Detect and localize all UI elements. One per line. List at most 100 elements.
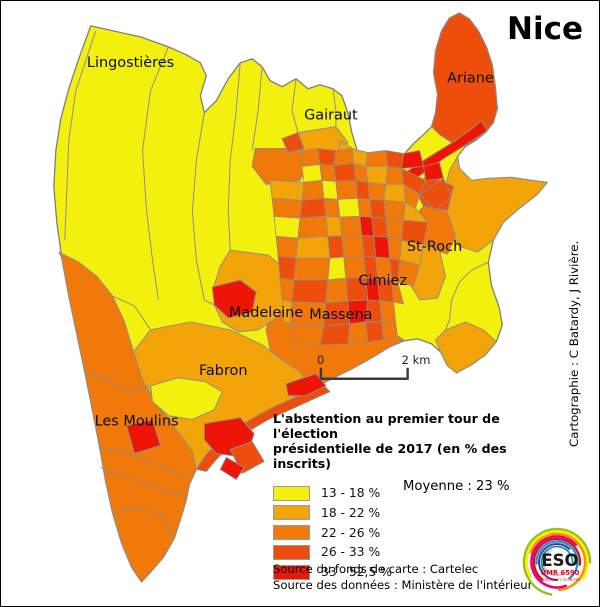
eso-logo-swirl — [522, 527, 592, 597]
carras-red — [285, 373, 327, 397]
iris-cell — [397, 259, 420, 287]
moulins-red-1 — [126, 419, 161, 454]
mean-value: Moyenne : 23 % — [403, 479, 510, 494]
iris-cell — [419, 178, 452, 211]
boundary-line — [445, 261, 489, 331]
iris-cell — [383, 183, 407, 203]
map-label-madeleine: Madeleine — [229, 305, 303, 321]
iris-cell — [273, 215, 301, 239]
legend-swatch-33-52 — [273, 564, 310, 580]
boundary-line — [112, 295, 151, 331]
iris-cell — [325, 277, 349, 304]
iris-cell — [365, 150, 389, 167]
page-title: Nice — [507, 11, 583, 47]
iris-cell — [279, 277, 295, 303]
iris-cell — [295, 235, 331, 259]
iris-cell — [321, 180, 339, 200]
legend-item: 22 - 26 % — [273, 523, 511, 543]
iris-cell — [275, 235, 299, 259]
region-southwest — [58, 251, 197, 583]
iris-cell — [391, 279, 405, 305]
boundary-line — [64, 30, 97, 241]
iris-cell — [299, 148, 321, 167]
iris-cell — [301, 180, 325, 201]
iris-cell — [325, 215, 343, 237]
iris-cell — [297, 215, 329, 239]
iris-cell — [293, 257, 331, 281]
legend-title-line2: présidentielle de 2017 (en % des inscrit… — [273, 441, 507, 472]
boundary-line — [291, 78, 299, 133]
legend-rows: 13 - 18 % 18 - 22 % 22 - 26 % 26 - 33 % … — [273, 483, 511, 581]
legend-swatch-18-22 — [273, 505, 310, 521]
boundary-line — [84, 371, 151, 393]
iris-cell — [337, 197, 361, 218]
iris-cell — [317, 148, 337, 166]
region-gairaut-spot — [281, 132, 305, 154]
legend-swatch-22-26 — [273, 525, 310, 541]
iris-cell — [299, 197, 327, 219]
map-label-st-roch: St-Roch — [407, 239, 462, 255]
sources: Source du fonds de carte : Cartelec Sour… — [273, 562, 532, 593]
region-ariane — [431, 12, 498, 148]
iris-cell — [335, 180, 359, 200]
boundary-line — [100, 466, 187, 498]
legend-swatch-13-18 — [273, 485, 310, 501]
legend-label: 13 - 18 % — [321, 486, 381, 501]
iris-cell — [383, 199, 407, 221]
map-label-fabron: Fabron — [199, 363, 248, 379]
eso-logo-text: ESO UMR 6590 ESPACES ET SOCIÉTÉS — [540, 551, 581, 582]
iris-cell — [385, 166, 405, 185]
region-ferber-yellow — [150, 377, 223, 421]
boundary-line — [227, 62, 241, 251]
map-label-lingostieres: Lingostières — [87, 55, 174, 71]
iris-cell — [339, 215, 363, 237]
legend-item: 18 - 22 % — [273, 503, 511, 523]
eso-logo: ESO UMR 6590 ESPACES ET SOCIÉTÉS — [522, 527, 592, 597]
legend-title-line1: L'abstention au premier tour de l'électi… — [273, 411, 500, 442]
iris-cell — [381, 321, 399, 341]
scale-bar-start: 0 — [317, 353, 324, 367]
iris-cell — [347, 321, 369, 345]
cartography-credit: Cartographie : C Batardy, J Rivière. — [567, 240, 581, 447]
boundary-line — [142, 46, 169, 301]
iris-mosaic — [269, 148, 452, 346]
iris-cell — [323, 197, 341, 218]
map-label-cimiez: Cimiez — [358, 273, 407, 289]
iris-cell — [319, 323, 351, 346]
eso-logo-unit: UMR 6590 — [541, 569, 580, 577]
iris-cell — [367, 182, 387, 201]
iris-cell — [289, 323, 325, 346]
legend-title: L'abstention au premier tour de l'électi… — [273, 411, 511, 471]
map-labels: Lingostières Gairaut Ariane St-Roch Cimi… — [87, 55, 494, 430]
legend-item: 33 - 52,5 % — [273, 562, 511, 582]
legend-label: 18 - 22 % — [321, 505, 381, 520]
iris-cell — [269, 180, 305, 201]
legend-item: 26 - 33 % — [273, 543, 511, 563]
iris-cell — [327, 235, 345, 259]
region-southeast-tip — [435, 321, 497, 374]
iris-cell — [319, 164, 337, 182]
map-label-ariane: Ariane — [447, 71, 494, 87]
legend-label: 26 - 33 % — [321, 545, 381, 560]
scale-bar: 0 2 km — [317, 353, 430, 380]
coast-red-sliver — [219, 456, 245, 480]
boundary-line — [99, 447, 187, 478]
iris-cell — [327, 256, 347, 281]
iris-cell — [291, 279, 329, 304]
source-data: Source des données : Ministère de l'inté… — [273, 577, 533, 592]
iris-cell — [387, 236, 403, 261]
map-label-gairaut: Gairaut — [304, 108, 358, 124]
boundary-line — [112, 506, 175, 539]
iris-cell — [401, 150, 424, 169]
eso-logo-subtitle: ESPACES ET SOCIÉTÉS — [540, 577, 581, 582]
legend-label: 33 - 52,5 % — [321, 565, 392, 580]
boundary-line — [251, 66, 263, 151]
legend-swatch-26-33 — [273, 544, 310, 560]
iris-cell — [277, 255, 297, 281]
boundary-lines — [64, 30, 489, 539]
iris-cell — [385, 150, 405, 169]
boundary-line — [332, 88, 337, 127]
map-label-les-moulins: Les Moulins — [95, 414, 179, 430]
